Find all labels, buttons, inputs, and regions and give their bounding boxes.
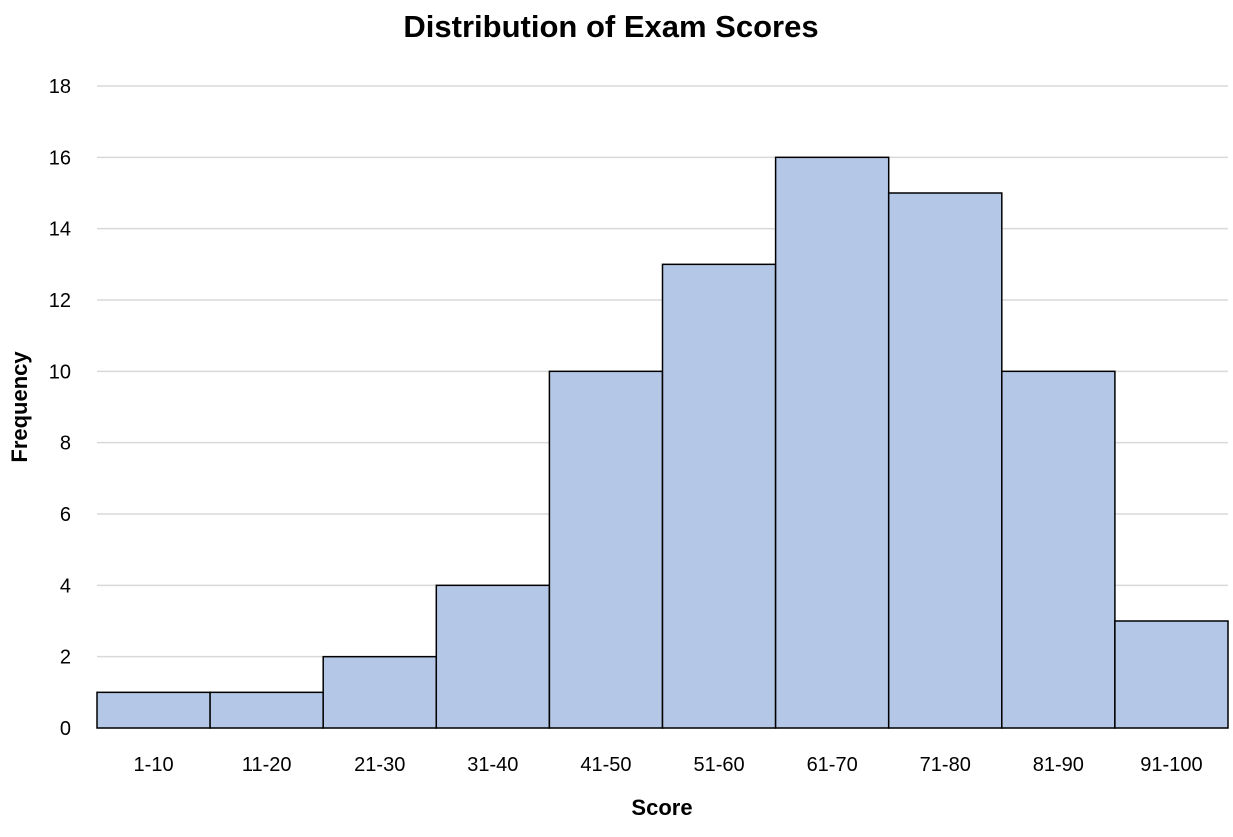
x-tick-label: 1-10 xyxy=(134,754,174,776)
y-tick-label: 0 xyxy=(60,718,71,740)
bar-71-80 xyxy=(887,192,1003,729)
x-axis-title: Score xyxy=(631,795,692,820)
x-tick-label: 81-90 xyxy=(1033,754,1084,776)
bar-41-50 xyxy=(548,370,664,729)
x-axis-ticks: 1-10 11-20 21-30 31-40 41-50 51-60 61-70 71-80 8… xyxy=(134,754,1203,776)
x-tick-label: 71-80 xyxy=(920,754,971,776)
x-tick-label: 41-50 xyxy=(580,754,631,776)
y-tick-label: 6 xyxy=(60,504,71,526)
bar-51-60 xyxy=(661,263,777,729)
y-tick-label: 10 xyxy=(49,361,71,383)
bars xyxy=(96,156,1229,729)
x-tick-label: 61-70 xyxy=(807,754,858,776)
bar-11-20 xyxy=(209,691,324,729)
x-tick-label: 11-20 xyxy=(242,754,292,776)
y-tick-label: 14 xyxy=(49,219,71,241)
x-tick-label: 91-100 xyxy=(1140,754,1202,776)
bar-91-100 xyxy=(1114,620,1229,729)
bar-81-90 xyxy=(1001,370,1116,729)
x-tick-label: 21-30 xyxy=(354,754,405,776)
y-axis-ticks: 0 2 4 6 8 10 12 14 16 18 xyxy=(49,76,71,740)
bar-31-40 xyxy=(435,584,551,729)
y-tick-label: 16 xyxy=(49,147,71,169)
bar-1-10 xyxy=(96,691,211,729)
y-axis-title: Frequency xyxy=(7,351,32,463)
x-tick-label: 51-60 xyxy=(693,754,744,776)
y-tick-label: 4 xyxy=(60,575,71,597)
y-tick-label: 8 xyxy=(60,433,71,455)
bar-21-30 xyxy=(322,655,438,729)
y-tick-label: 18 xyxy=(49,76,71,98)
chart-title: Distribution of Exam Scores xyxy=(403,9,818,44)
y-tick-label: 2 xyxy=(60,647,71,669)
bar-61-70 xyxy=(774,156,890,729)
y-tick-label: 12 xyxy=(49,290,71,312)
x-tick-label: 31-40 xyxy=(467,754,518,776)
